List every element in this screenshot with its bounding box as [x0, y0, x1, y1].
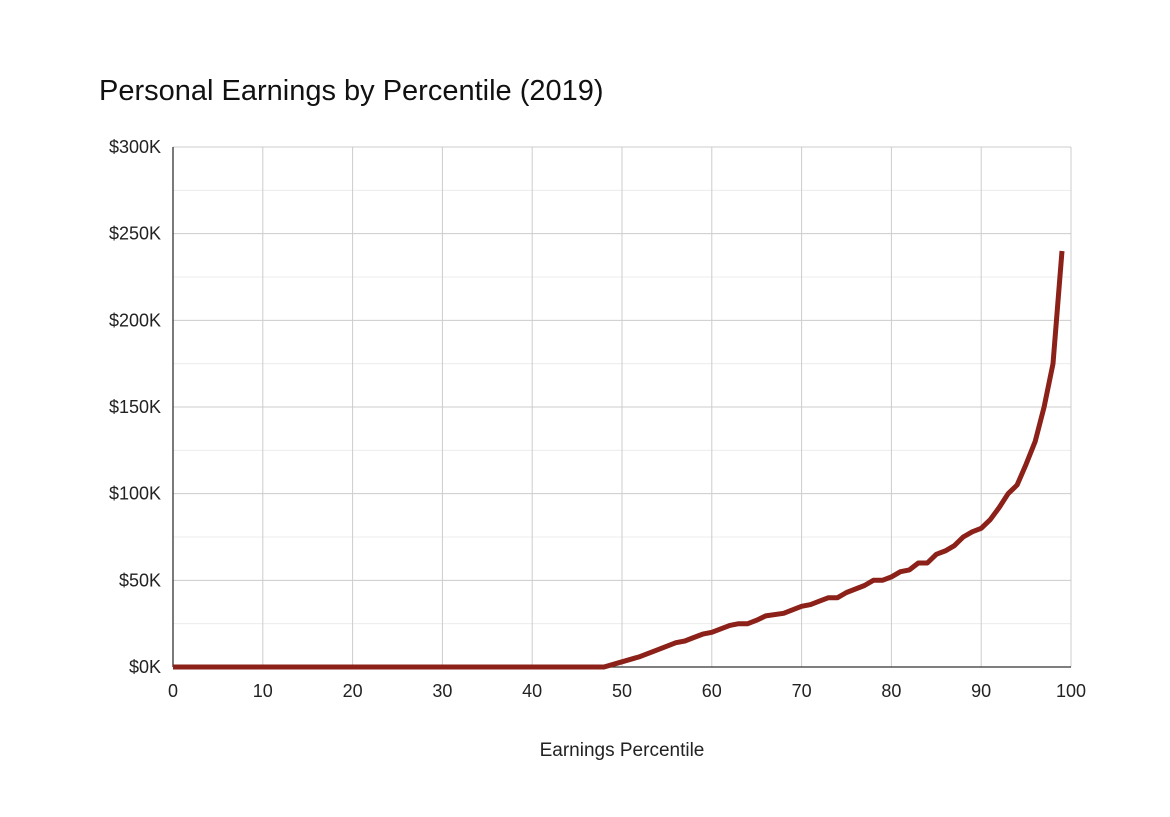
y-tick-labels: $0K $50K $100K $150K $200K $250K $300K: [109, 137, 161, 677]
major-gridlines: [173, 146, 1072, 667]
x-tick-label: 50: [612, 681, 632, 701]
y-tick-label: $0K: [129, 657, 161, 677]
x-tick-label: 70: [792, 681, 812, 701]
series-line: [173, 250, 1065, 670]
x-tick-label: 20: [343, 681, 363, 701]
x-tick-label: 100: [1056, 681, 1086, 701]
y-tick-label: $250K: [109, 224, 161, 244]
series-layer: [173, 250, 1065, 670]
x-tick-label: 40: [522, 681, 542, 701]
y-tick-label: $300K: [109, 137, 161, 157]
x-tick-label: 0: [168, 681, 178, 701]
x-axis-title: Earnings Percentile: [540, 740, 705, 761]
y-tick-label: $100K: [109, 484, 161, 504]
y-tick-label: $50K: [119, 570, 161, 590]
chart-title: Personal Earnings by Percentile (2019): [99, 75, 604, 107]
x-tick-labels: 0 10 20 30 40 50 60 70 80 90 100: [168, 681, 1086, 701]
x-tick-label: 60: [702, 681, 722, 701]
x-tick-label: 80: [881, 681, 901, 701]
x-tick-label: 90: [971, 681, 991, 701]
y-tick-label: $150K: [109, 397, 161, 417]
x-tick-label: 30: [432, 681, 452, 701]
x-tick-label: 10: [253, 681, 273, 701]
y-tick-label: $200K: [109, 310, 161, 330]
